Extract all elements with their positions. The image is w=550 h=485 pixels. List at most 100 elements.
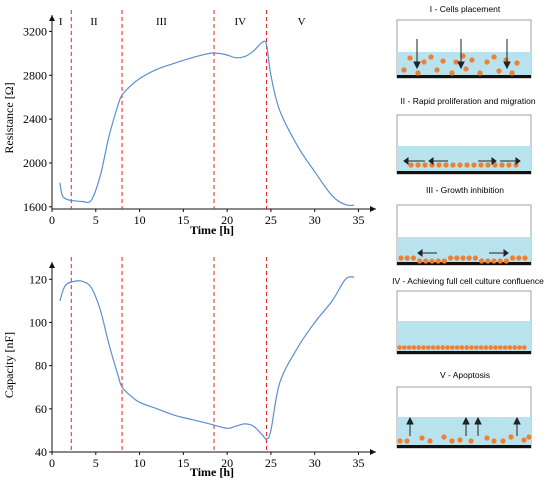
cell-dot: [406, 345, 412, 350]
arrow-head-icon: [515, 157, 521, 165]
resistance-y-axis-label: Resistance [Ω]: [2, 82, 16, 153]
phase-label: I: [59, 16, 63, 28]
cell-dot: [479, 258, 485, 264]
capacity-x-axis-label: Time [h]: [190, 465, 234, 479]
x-tick-label: 10: [134, 456, 146, 470]
cell-dot: [464, 162, 470, 168]
cell-dot: [492, 162, 498, 168]
cell-dot: [485, 258, 491, 264]
cell-dot: [415, 70, 421, 76]
capacity-series-line: [59, 276, 355, 440]
cell-dot: [502, 345, 508, 350]
y-tick-label: 80: [35, 359, 47, 373]
x-tick-label: 10: [134, 213, 146, 227]
arrow-head-icon: [457, 61, 465, 70]
cell-dot: [401, 67, 407, 73]
cell-dot: [509, 70, 515, 76]
cell-dot: [493, 345, 498, 350]
cell-dot: [517, 345, 522, 350]
arrow-head-icon: [503, 249, 509, 257]
cell-dot: [491, 54, 497, 60]
cell-dot: [427, 438, 433, 444]
arrow-head-icon: [403, 157, 409, 165]
axis-arrow-icon: [370, 449, 376, 455]
cell-dot: [506, 162, 512, 168]
y-tick-label: 60: [35, 402, 47, 416]
cell-dot: [491, 438, 497, 444]
cell-dot: [459, 345, 465, 350]
cell-dot: [471, 162, 477, 168]
cell-dot: [509, 255, 516, 261]
cell-dot: [441, 258, 447, 264]
resistance-x-axis-label: Time [h]: [190, 223, 234, 237]
cell-dot: [500, 438, 506, 444]
cell-dot: [415, 162, 421, 168]
x-tick-label: 35: [352, 456, 364, 470]
arrow-head-icon: [513, 416, 521, 425]
cell-dot: [404, 255, 410, 261]
cell-dot: [491, 258, 497, 264]
cell-dot: [398, 255, 404, 261]
cell-dot: [484, 59, 490, 65]
substrate-base: [397, 351, 531, 354]
cell-dot: [474, 345, 479, 350]
y-tick-label: 1600: [23, 200, 47, 214]
cell-dot: [397, 438, 403, 444]
y-tick-label: 2400: [23, 112, 47, 126]
panel-title: III - Growth inhibition: [426, 185, 504, 195]
cell-dot: [426, 345, 431, 350]
arrow-head-icon: [503, 61, 511, 70]
cells-group: [408, 162, 519, 168]
cell-dot: [449, 70, 455, 76]
cell-dot: [503, 258, 509, 264]
x-tick-label: 5: [93, 213, 99, 227]
resistance-series-line: [59, 40, 355, 207]
arrows-down: [413, 39, 511, 70]
cell-dot: [522, 345, 527, 350]
axis-arrow-icon: [49, 262, 55, 268]
substrate-base: [397, 75, 531, 78]
y-tick-label: 2800: [23, 68, 47, 82]
panel-full-confluence: IV - Achieving full cell culture conflue…: [392, 276, 544, 355]
panel-growth-inhibition: III - Growth inhibition: [396, 185, 532, 266]
cells-group: [398, 255, 528, 264]
x-tick-label: 35: [352, 213, 364, 227]
cell-dot: [402, 345, 407, 350]
cell-dot: [428, 54, 434, 60]
substrate-base: [397, 171, 531, 174]
cell-dot: [488, 345, 494, 350]
cell-dot: [421, 59, 427, 65]
x-tick-label: 15: [177, 456, 189, 470]
x-tick-label: 5: [93, 456, 99, 470]
cell-dot: [419, 435, 425, 441]
axis-arrow-icon: [49, 15, 55, 21]
panel-title: V - Apoptosis: [440, 370, 490, 380]
substrate-base: [397, 262, 531, 265]
x-tick-label: 20: [221, 213, 233, 227]
arrows-up: [406, 416, 521, 436]
arrow-head-icon: [474, 416, 482, 425]
cell-dot: [435, 345, 441, 350]
arrow-head-icon: [428, 157, 434, 165]
cell-dot: [423, 258, 429, 264]
cell-dot: [483, 345, 489, 350]
cell-dot: [454, 345, 460, 350]
cell-dot: [466, 255, 472, 261]
cell-dot: [434, 67, 440, 73]
cell-dot: [460, 255, 466, 261]
cell-dot: [499, 162, 505, 168]
arrows-horizontal: [403, 157, 521, 165]
cell-dot: [463, 66, 469, 72]
cell-dot: [526, 434, 532, 440]
cell-dot: [422, 162, 428, 168]
x-tick-label: 25: [265, 213, 277, 227]
phase-label: V: [298, 16, 306, 28]
cell-dot: [457, 162, 463, 168]
cell-dot: [457, 437, 463, 443]
cell-dot: [512, 345, 517, 350]
cell-dot: [464, 345, 470, 350]
cell-dot: [411, 345, 417, 350]
axis-arrow-icon: [370, 206, 376, 212]
cell-dot: [397, 345, 402, 350]
